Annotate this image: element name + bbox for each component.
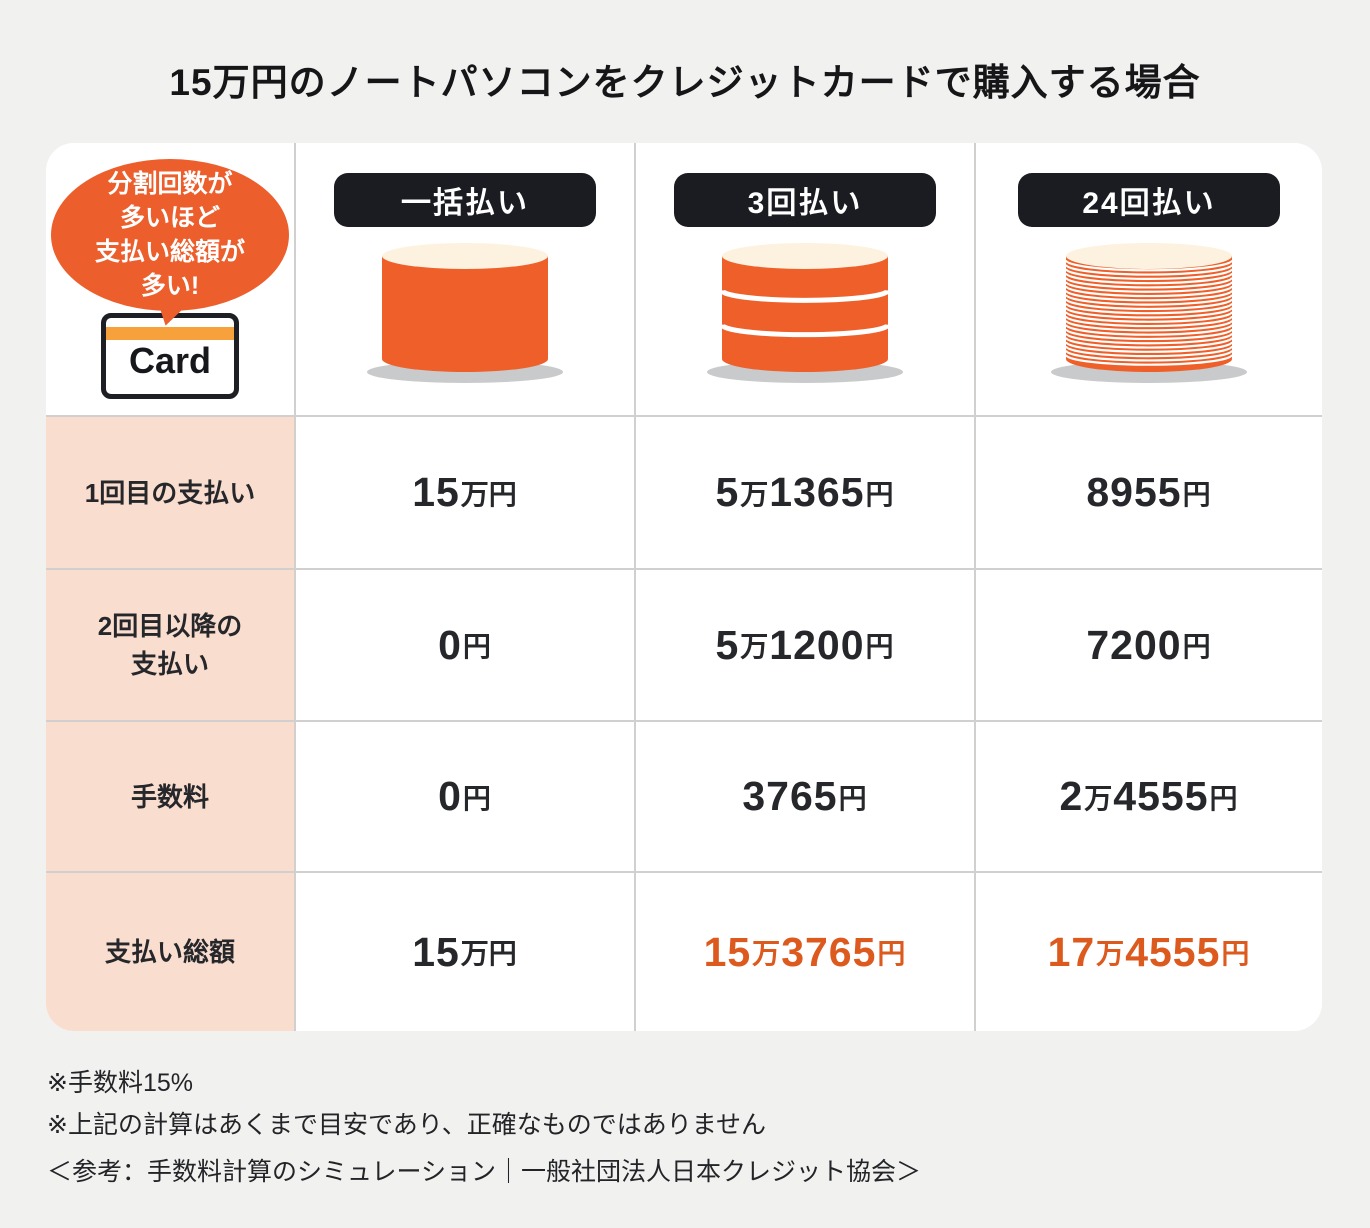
coin-stack-3-icon — [695, 231, 915, 389]
column-badge: 3回払い — [674, 173, 936, 227]
page-title: 15万円のノートパソコンをクレジットカードで購入する場合 — [169, 62, 1201, 103]
value-cell: 5 万 1200 円 — [636, 570, 976, 722]
value-cell: 2 万 4555 円 — [976, 722, 1322, 873]
footnote: ※手数料15% — [47, 1069, 193, 1097]
payment-comparison-table: 分割回数が 多いほど 支払い総額が 多い! Card 一括払い 3回払い — [46, 143, 1322, 1031]
bubble-line: 多いほど — [119, 204, 220, 232]
card-stripe — [106, 327, 234, 340]
row-label: 支払い総額 — [46, 873, 296, 1031]
callout-cell: 分割回数が 多いほど 支払い総額が 多い! Card — [46, 143, 296, 417]
value-cell: 15 万円 — [296, 417, 636, 570]
row-label: 2回目以降の 支払い — [46, 570, 296, 722]
value-cell: 8955 円 — [976, 417, 1322, 570]
coin-stack-24-icon — [1039, 231, 1259, 389]
row-label: 手数料 — [46, 722, 296, 873]
speech-bubble: 分割回数が 多いほど 支払い総額が 多い! — [51, 159, 289, 330]
column-badge: 24回払い — [1018, 173, 1280, 227]
value-cell: 17 万 4555 円 — [976, 873, 1322, 1031]
table-grid: 分割回数が 多いほど 支払い総額が 多い! Card 一括払い 3回払い — [46, 143, 1322, 1031]
coin-stack-24-icon — [1051, 243, 1247, 383]
column-badge: 一括払い — [334, 173, 596, 227]
footnotes: ※手数料15% ※上記の計算はあくまで目安であり、正確なものではありません — [47, 1062, 766, 1146]
bubble-line: 分割回数が — [107, 170, 233, 198]
reference-text: ＜参考：手数料計算のシミュレーション｜一般社団法人日本クレジット協会＞ — [47, 1158, 922, 1186]
coin-stack-1-icon — [355, 231, 575, 389]
footnote: ※上記の計算はあくまで目安であり、正確なものではありません — [47, 1111, 766, 1139]
value-cell: 5 万 1365 円 — [636, 417, 976, 570]
value-cell: 15 万 3765 円 — [636, 873, 976, 1031]
column-header-24-installments: 24回払い — [976, 143, 1322, 417]
column-header-lump-sum: 一括払い — [296, 143, 636, 417]
coin-stack-1-icon — [367, 243, 563, 383]
bubble-line: 多い! — [140, 272, 200, 300]
value-cell: 15 万円 — [296, 873, 636, 1031]
value-cell: 3765 円 — [636, 722, 976, 873]
card-label: Card — [128, 340, 212, 381]
column-header-3-installments: 3回払い — [636, 143, 976, 417]
credit-card-icon: Card — [101, 313, 239, 399]
value-cell: 7200 円 — [976, 570, 1322, 722]
row-label: 1回目の支払い — [46, 417, 296, 570]
coin-stack-3-icon — [707, 243, 903, 383]
bubble-line: 支払い総額が — [94, 238, 245, 266]
